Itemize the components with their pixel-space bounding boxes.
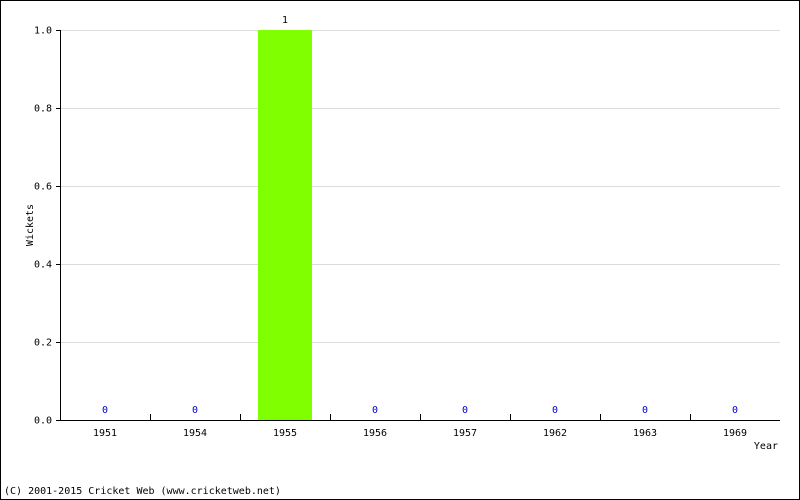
x-tick-label: 1969 [723, 428, 747, 439]
value-label: 0 [642, 405, 648, 416]
value-label: 1 [282, 15, 288, 26]
y-tick-label: 0.6 [34, 182, 52, 193]
footer: (C) 2001-2015 Cricket Web (www.cricketwe… [4, 486, 281, 497]
value-label: 0 [192, 405, 198, 416]
x-axis-label: Year [754, 441, 778, 452]
y-tick-label: 0.2 [34, 338, 52, 349]
value-label: 0 [732, 405, 738, 416]
y-tick-label: 0.0 [34, 416, 52, 427]
y-tick-label: 1.0 [34, 26, 52, 37]
x-tick-label: 1954 [183, 428, 207, 439]
x-tick-label: 1962 [543, 428, 567, 439]
value-label: 0 [372, 405, 378, 416]
value-label: 0 [552, 405, 558, 416]
y-axis-label: Wickets [25, 204, 36, 246]
x-tick-label: 1955 [273, 428, 297, 439]
value-label: 0 [102, 405, 108, 416]
y-tick-label: 0.8 [34, 104, 52, 115]
x-tick-label: 1957 [453, 428, 477, 439]
x-tick-label: 1963 [633, 428, 657, 439]
value-label: 0 [462, 405, 468, 416]
x-tick-label: 1956 [363, 428, 387, 439]
bar [258, 30, 312, 420]
y-tick-label: 0.4 [34, 260, 52, 271]
x-tick-label: 1951 [93, 428, 117, 439]
